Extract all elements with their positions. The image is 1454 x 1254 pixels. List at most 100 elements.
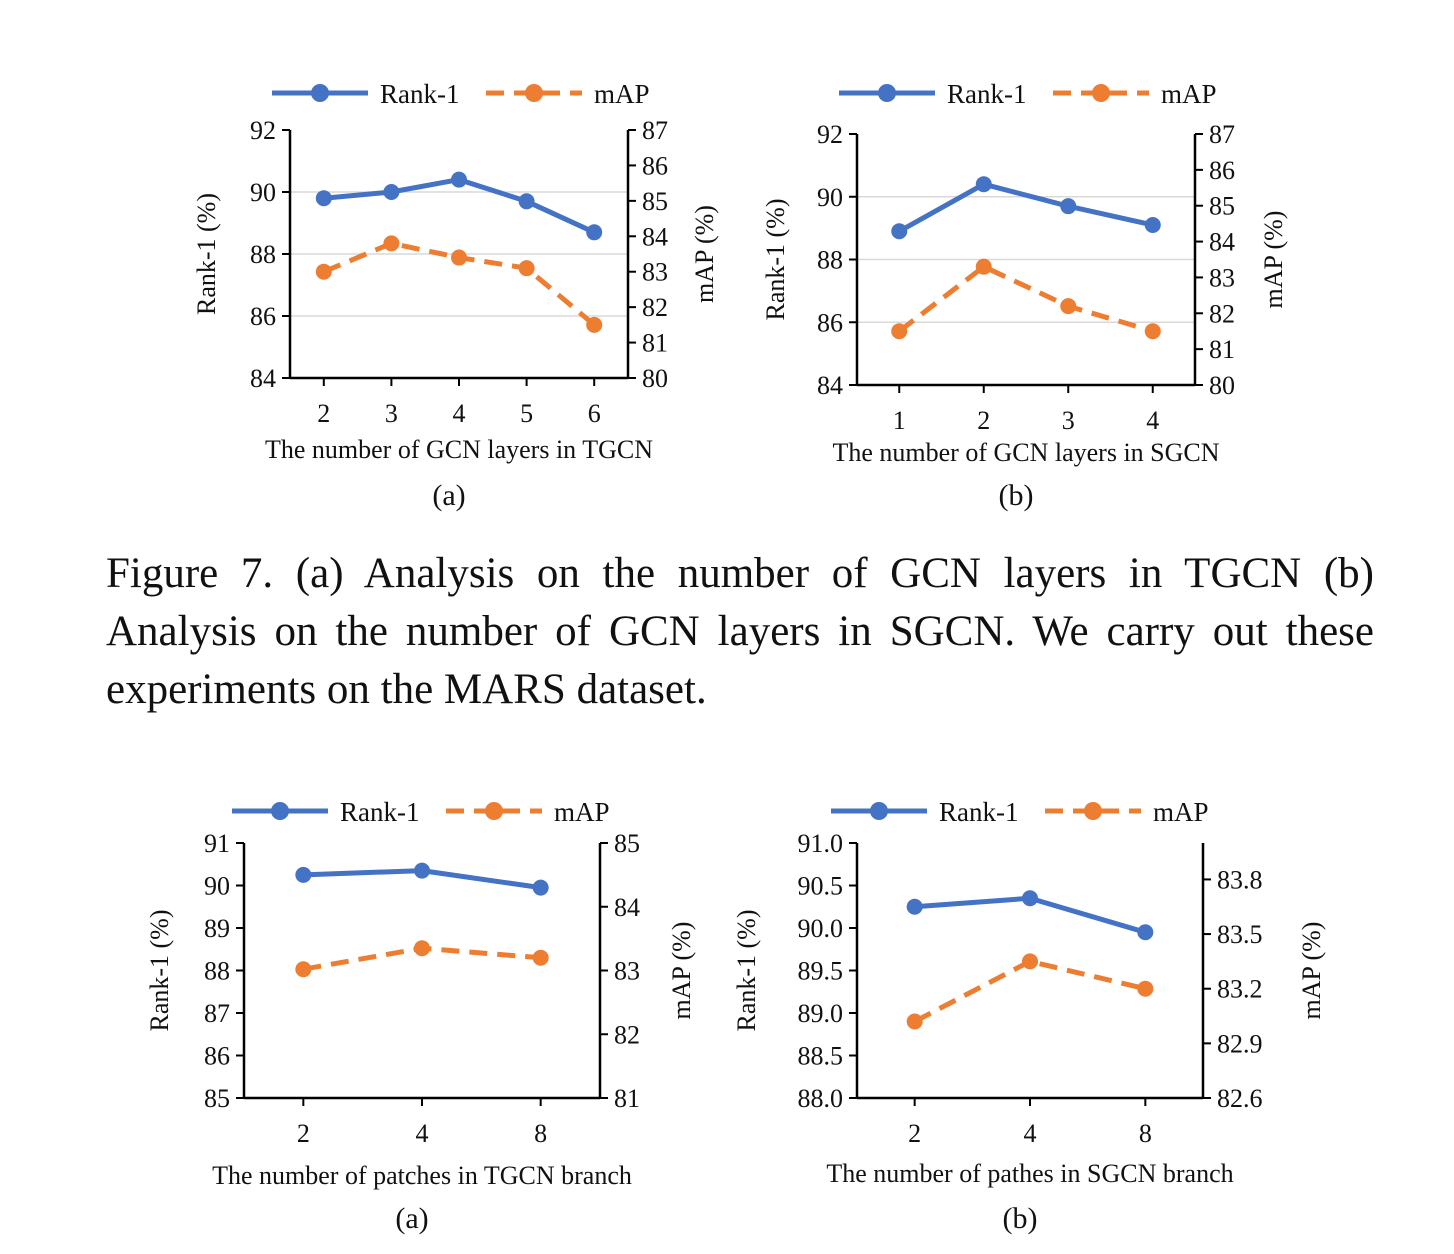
left-tick-label: 92	[250, 116, 276, 145]
right-tick-label: 87	[1209, 120, 1235, 149]
right-tick-label: 82	[642, 293, 668, 322]
panel-label: (a)	[432, 479, 465, 512]
x-tick-label: 3	[385, 399, 398, 428]
y-axis-label-left: Rank-1 (%)	[732, 909, 761, 1031]
right-tick-label: 82.6	[1217, 1084, 1263, 1113]
panel-label: (b)	[999, 479, 1034, 512]
left-tick-label: 86	[250, 302, 276, 331]
right-tick-label: 84	[1209, 228, 1235, 257]
data-point-rank-1	[1060, 198, 1077, 215]
data-point-rank-1	[891, 223, 908, 240]
legend-label-map: mAP	[554, 797, 610, 827]
legend-marker-map	[485, 802, 503, 820]
left-tick-label: 88.5	[798, 1042, 844, 1071]
right-tick-label: 83	[1209, 263, 1235, 292]
data-point-map	[1144, 323, 1161, 340]
x-axis-label: The number of GCN layers in TGCN	[265, 435, 653, 464]
data-point-map	[1022, 953, 1038, 970]
x-tick-label: 3	[1062, 406, 1075, 435]
chart-1: 84 86 88 90 92 80 81 82 83 84 85 86 87 2 3 4 5 6 The numbe…	[192, 79, 719, 512]
left-tick-label: 89.5	[798, 957, 844, 986]
data-point-rank-1	[532, 879, 549, 896]
data-point-rank-1	[906, 898, 923, 915]
x-axis-label: The number of patches in TGCN branch	[212, 1161, 632, 1190]
data-point-map	[295, 961, 312, 978]
y-axis-label-right: mAP (%)	[1297, 922, 1326, 1020]
legend-marker-rank-1	[271, 802, 289, 820]
right-tick-label: 81	[642, 329, 668, 358]
right-tick-label: 82	[614, 1020, 640, 1049]
data-point-rank-1	[518, 193, 535, 210]
right-tick-label: 87	[642, 116, 668, 145]
x-tick-label: 6	[588, 399, 601, 428]
chart-4: 88.0 88.5 89.0 89.5 90.0 90.5 91.0 82.6 82.9 83.2…	[732, 797, 1326, 1235]
left-tick-label: 85	[204, 1084, 230, 1113]
data-point-rank-1	[383, 184, 400, 200]
x-tick-label: 4	[1024, 1119, 1037, 1148]
data-point-rank-1	[1137, 924, 1154, 941]
right-tick-label: 82	[1209, 299, 1235, 328]
legend-marker-map	[525, 84, 543, 102]
y-axis-label-right: mAP (%)	[690, 205, 719, 303]
x-tick-label: 8	[1139, 1119, 1152, 1148]
data-point-rank-1	[975, 176, 992, 193]
left-tick-label: 90.0	[798, 914, 844, 943]
left-tick-label: 84	[817, 371, 843, 400]
left-tick-label: 91.0	[798, 829, 844, 858]
x-axis-label: The number of GCN layers in SGCN	[832, 438, 1219, 467]
left-tick-label: 86	[817, 308, 843, 337]
x-tick-label: 5	[520, 399, 533, 428]
legend-marker-rank-1	[878, 84, 896, 102]
left-tick-label: 91	[204, 829, 230, 858]
y-axis-label-left: Rank-1 (%)	[145, 909, 174, 1031]
right-tick-label: 81	[614, 1084, 640, 1113]
chart-3: 85 86 87 88 89 90 91 81 82 83 84 85 2 4 8 The number of…	[145, 797, 696, 1235]
right-tick-label: 83.2	[1217, 975, 1263, 1004]
data-point-map	[1137, 980, 1154, 997]
x-tick-label: 2	[908, 1119, 921, 1148]
right-tick-label: 83.8	[1217, 865, 1263, 894]
right-tick-label: 84	[614, 893, 640, 922]
right-tick-label: 83	[614, 957, 640, 986]
x-axis-label: The number of pathes in SGCN branch	[826, 1159, 1233, 1188]
left-tick-label: 92	[817, 120, 843, 149]
legend-marker-rank-1	[870, 802, 888, 820]
left-tick-label: 90	[204, 872, 230, 901]
panel-label: (a)	[395, 1202, 428, 1235]
right-tick-label: 80	[642, 364, 668, 393]
data-point-map	[975, 258, 992, 275]
data-point-rank-1	[295, 866, 312, 883]
legend-label-rank-1: Rank-1	[947, 79, 1026, 109]
x-tick-label: 2	[977, 406, 990, 435]
data-point-rank-1	[1144, 216, 1161, 233]
legend-label-map: mAP	[1161, 79, 1217, 109]
left-tick-label: 90.5	[798, 872, 844, 901]
data-point-map	[518, 260, 535, 277]
legend-label-rank-1: Rank-1	[340, 797, 419, 827]
right-tick-label: 85	[642, 187, 668, 216]
legend-label-rank-1: Rank-1	[380, 79, 459, 109]
panel-label: (b)	[1003, 1202, 1038, 1235]
x-tick-label: 8	[534, 1119, 547, 1148]
left-tick-label: 89.0	[798, 999, 844, 1028]
right-tick-label: 85	[614, 829, 640, 858]
data-point-map	[414, 940, 430, 957]
right-tick-label: 83	[642, 258, 668, 287]
left-tick-label: 90	[817, 183, 843, 212]
data-point-rank-1	[586, 224, 603, 241]
x-tick-label: 2	[317, 399, 330, 428]
legend-marker-rank-1	[311, 84, 329, 102]
left-tick-label: 86	[204, 1042, 230, 1071]
left-tick-label: 90	[250, 178, 276, 207]
series-line-map	[913, 958, 1146, 1024]
legend-label-map: mAP	[1153, 797, 1209, 827]
right-tick-label: 86	[642, 151, 668, 180]
data-point-map	[1060, 298, 1077, 315]
x-tick-label: 4	[1146, 406, 1159, 435]
left-tick-label: 88	[250, 240, 276, 269]
legend-marker-map	[1084, 802, 1102, 820]
data-point-rank-1	[315, 190, 332, 207]
data-point-map	[891, 323, 908, 340]
y-axis-label-left: Rank-1 (%)	[761, 198, 790, 320]
